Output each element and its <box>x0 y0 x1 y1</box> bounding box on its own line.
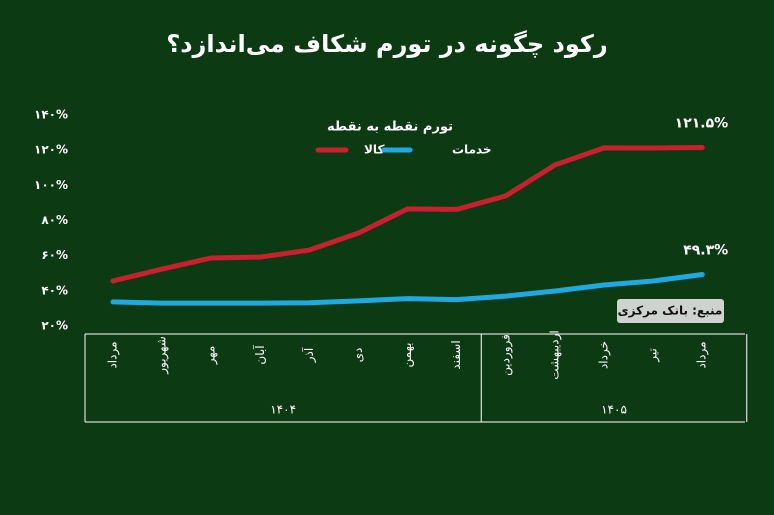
x-tick-label: بهمن <box>400 343 415 368</box>
y-tick-label: ۶۰% <box>41 248 68 262</box>
value-label: ۴۹.۳% <box>683 242 728 258</box>
x-tick-label: خرداد <box>597 341 612 369</box>
chart-title: رکود چگونه در تورم شکاف می‌اندازد؟ <box>166 30 607 58</box>
legend-label: خدمات <box>452 143 492 157</box>
y-tick-label: ۱۰۰% <box>34 178 68 192</box>
series-line <box>110 271 705 306</box>
value-label: ۱۲۱.۵% <box>675 116 729 132</box>
legend-title: تورم نقطه به نقطه <box>327 120 453 135</box>
x-tick-label: مرداد <box>106 341 121 368</box>
y-tick-label: ۸۰% <box>41 213 68 227</box>
x-tick-label: اسفند <box>449 340 463 369</box>
y-tick-label: ۱۴۰% <box>34 108 68 122</box>
group-label: ۱۴۰۴ <box>270 403 296 417</box>
x-tick-label: دی <box>351 348 365 363</box>
x-tick-label: فروردین <box>498 334 513 376</box>
x-tick-label: تیر <box>646 348 661 363</box>
legend-label: کالا <box>364 143 384 157</box>
y-tick-label: ۴۰% <box>41 283 68 297</box>
x-tick-label: آبان <box>252 345 267 365</box>
x-tick-label: شهریور <box>155 336 170 375</box>
y-tick-label: ۲۰% <box>41 319 68 333</box>
y-tick-label: ۱۲۰% <box>34 143 68 157</box>
source: منبع: بانک مرکزی <box>618 304 723 318</box>
x-tick-label: آذر <box>301 347 317 363</box>
group-label: ۱۴۰۵ <box>601 403 627 417</box>
x-tick-label: مهر <box>204 346 219 366</box>
x-tick-label: اردیبهشت <box>547 330 562 379</box>
series-line <box>110 145 705 284</box>
x-tick-label: مرداد <box>695 341 710 368</box>
source-box <box>617 299 724 323</box>
